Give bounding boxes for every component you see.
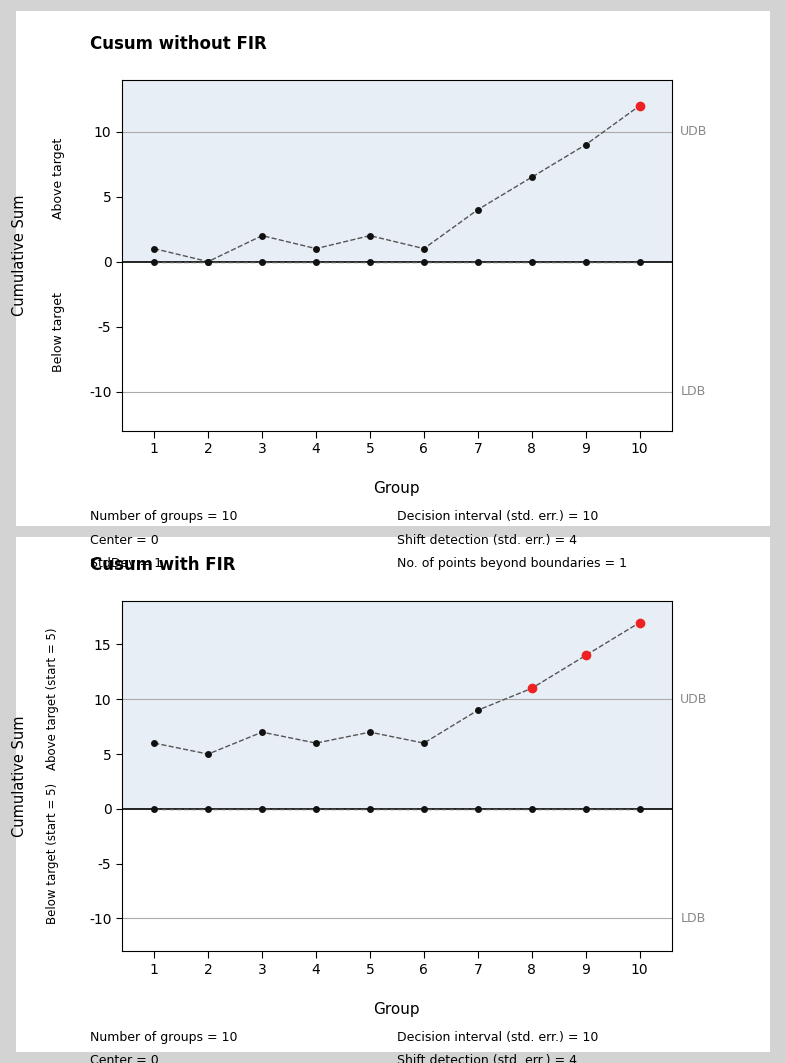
Text: Below target: Below target [53, 292, 65, 372]
Text: Cumulative Sum: Cumulative Sum [12, 715, 28, 837]
Bar [122, 132, 672, 261]
Text: Group: Group [373, 1002, 421, 1017]
Text: UDB: UDB [680, 693, 707, 706]
Text: Center = 0: Center = 0 [90, 534, 159, 546]
Bar [122, 80, 672, 132]
Bar [122, 601, 672, 699]
Bar [122, 699, 672, 809]
Text: Above target: Above target [53, 137, 65, 219]
Text: Shift detection (std. err.) = 4: Shift detection (std. err.) = 4 [397, 1054, 577, 1063]
Text: Center = 0: Center = 0 [90, 1054, 159, 1063]
Text: Above target (start = 5): Above target (start = 5) [46, 627, 59, 770]
Text: Decision interval (std. err.) = 10: Decision interval (std. err.) = 10 [397, 1031, 598, 1044]
Text: LDB: LDB [680, 912, 706, 925]
Text: Number of groups = 10: Number of groups = 10 [90, 510, 238, 523]
Text: Number of groups = 10: Number of groups = 10 [90, 1031, 238, 1044]
Text: Cusum without FIR: Cusum without FIR [90, 35, 267, 53]
Text: Group: Group [373, 482, 421, 496]
Text: Cusum with FIR: Cusum with FIR [90, 556, 236, 574]
Text: LDB: LDB [680, 385, 706, 398]
Text: Shift detection (std. err.) = 4: Shift detection (std. err.) = 4 [397, 534, 577, 546]
Text: No. of points beyond boundaries = 1: No. of points beyond boundaries = 1 [397, 557, 627, 570]
Text: StdDev = 1: StdDev = 1 [90, 557, 163, 570]
Text: Decision interval (std. err.) = 10: Decision interval (std. err.) = 10 [397, 510, 598, 523]
Text: Cumulative Sum: Cumulative Sum [12, 195, 28, 316]
Text: Below target (start = 5): Below target (start = 5) [46, 782, 59, 924]
Text: UDB: UDB [680, 125, 707, 138]
